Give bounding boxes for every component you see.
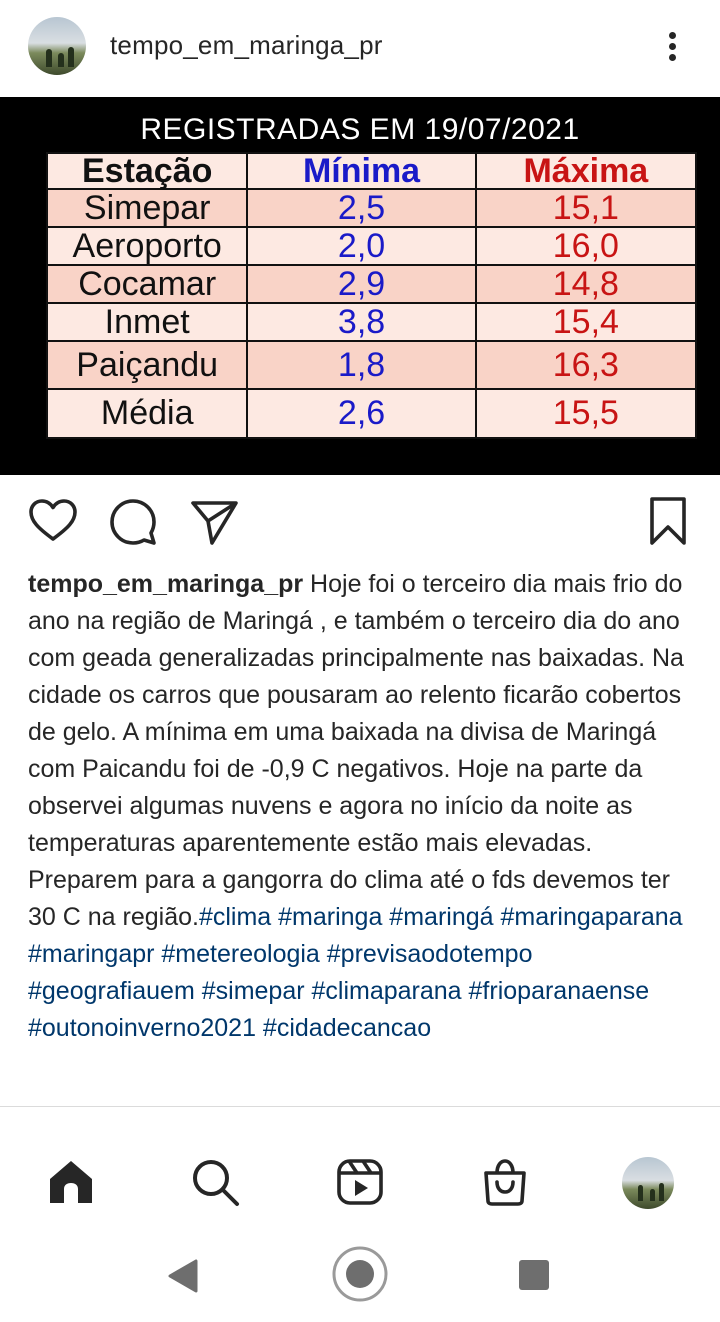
temperature-table: Estação Mínima Máxima Simepar 2,5 15,1 A… [46, 152, 698, 439]
column-header-max: Máxima [476, 152, 698, 190]
max-cell: 15,4 [476, 303, 698, 342]
station-cell: Inmet [48, 303, 249, 342]
comment-icon [110, 499, 156, 545]
post-header: tempo_em_maringa_pr [0, 0, 720, 96]
post-image[interactable]: REGISTRADAS EM 19/07/2021 Estação Mínima… [0, 97, 720, 475]
max-cell: 14,8 [476, 265, 698, 304]
nav-shop[interactable] [480, 1157, 530, 1207]
recents-square-icon [519, 1260, 549, 1290]
bottom-nav [0, 1106, 720, 1228]
bookmark-icon [650, 497, 686, 545]
min-cell: 1,8 [248, 342, 477, 390]
nav-reels[interactable] [335, 1157, 385, 1207]
system-nav-bar [0, 1228, 720, 1322]
max-cell: 16,3 [476, 342, 698, 390]
table-row: Paiçandu 1,8 16,3 [46, 342, 698, 390]
table-row: Inmet 3,8 15,4 [46, 303, 698, 342]
post-username[interactable]: tempo_em_maringa_pr [110, 30, 383, 60]
table-row-average: Média 2,6 15,5 [46, 390, 698, 439]
post-actions [0, 495, 720, 555]
shop-icon [484, 1159, 526, 1206]
send-icon [191, 501, 238, 545]
more-vertical-icon [669, 32, 676, 39]
image-title: REGISTRADAS EM 19/07/2021 [140, 113, 580, 146]
save-button[interactable] [644, 495, 698, 549]
min-cell: 3,8 [248, 303, 477, 342]
home-circle-icon [332, 1246, 388, 1302]
caption-username[interactable]: tempo_em_maringa_pr [28, 570, 304, 598]
home-icon [50, 1161, 92, 1203]
system-back-button[interactable] [166, 1258, 200, 1299]
caption-text: Hoje foi o terceiro dia mais frio do ano… [28, 570, 684, 931]
min-cell: 2,6 [248, 390, 477, 439]
table-row: Aeroporto 2,0 16,0 [46, 227, 698, 266]
more-options-button[interactable] [655, 26, 691, 66]
table-row: Cocamar 2,9 14,8 [46, 265, 698, 304]
nav-search[interactable] [190, 1157, 240, 1207]
system-recents-button[interactable] [517, 1258, 551, 1297]
station-cell: Paiçandu [48, 342, 249, 390]
table-header-row: Estação Mínima Máxima [46, 152, 698, 190]
station-cell: Média [48, 390, 249, 439]
column-header-station: Estação [48, 152, 249, 190]
column-header-min: Mínima [248, 152, 477, 190]
station-cell: Simepar [48, 189, 249, 228]
profile-avatar[interactable] [28, 17, 86, 75]
station-cell: Cocamar [48, 265, 249, 304]
max-cell: 16,0 [476, 227, 698, 266]
nav-profile-avatar[interactable] [622, 1157, 674, 1209]
station-cell: Aeroporto [48, 227, 249, 266]
heart-icon [29, 499, 77, 541]
share-button[interactable] [188, 495, 242, 549]
max-cell: 15,5 [476, 390, 698, 439]
comment-button[interactable] [106, 495, 160, 549]
min-cell: 2,5 [248, 189, 477, 228]
min-cell: 2,9 [248, 265, 477, 304]
caption-hashtags[interactable]: #clima #maringa #maringá #maringaparana … [28, 903, 683, 1042]
search-icon [193, 1160, 239, 1206]
system-home-button[interactable] [331, 1245, 389, 1308]
like-button[interactable] [26, 495, 80, 549]
post-caption: tempo_em_maringa_pr Hoje foi o terceiro … [28, 566, 698, 1106]
min-cell: 2,0 [248, 227, 477, 266]
back-triangle-icon [168, 1259, 198, 1293]
reels-icon [337, 1159, 383, 1205]
table-row: Simepar 2,5 15,1 [46, 189, 698, 228]
max-cell: 15,1 [476, 189, 698, 228]
nav-home[interactable] [46, 1157, 96, 1207]
